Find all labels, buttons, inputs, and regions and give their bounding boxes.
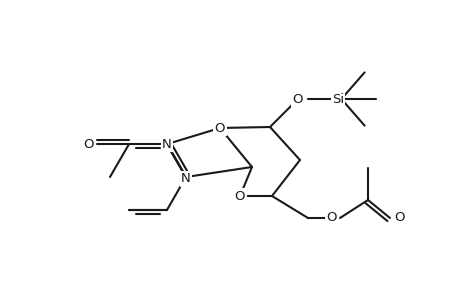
Text: N: N [162,138,172,151]
Text: O: O [234,190,245,202]
Text: N: N [181,172,190,185]
Text: Si: Si [331,92,343,106]
Text: O: O [292,92,302,106]
Text: O: O [326,212,336,224]
Text: O: O [83,138,94,151]
Text: N: N [162,138,172,151]
Text: O: O [214,122,225,134]
Text: O: O [394,212,404,224]
